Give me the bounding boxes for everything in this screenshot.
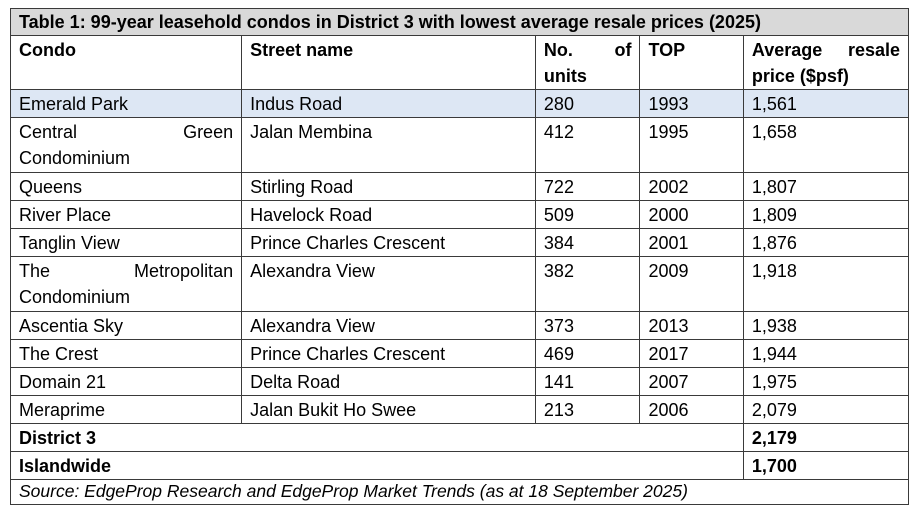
table-container: Table 1: 99-year leasehold condos in Dis… bbox=[9, 8, 910, 505]
cell-street: Prince Charles Crescent bbox=[241, 339, 536, 368]
cell-street: Alexandra View bbox=[241, 256, 536, 312]
summary-row-district-3: District 3 2,179 bbox=[10, 423, 910, 452]
header-units-word-1: No. bbox=[543, 40, 573, 60]
header-units-word-3: units bbox=[543, 66, 587, 86]
header-street-name: Street name bbox=[241, 35, 536, 90]
cell-units: 509 bbox=[534, 200, 641, 229]
summary-row-islandwide: Islandwide 1,700 bbox=[10, 451, 910, 480]
cell-units: 722 bbox=[534, 172, 641, 201]
table-row: Emerald Park Indus Road 280 1993 1,561 bbox=[9, 89, 910, 118]
cell-top: 2017 bbox=[639, 339, 744, 368]
summary-price: 2,179 bbox=[742, 423, 910, 452]
cell-units: 213 bbox=[534, 395, 641, 424]
header-price-word-2: resale bbox=[847, 40, 900, 60]
cell-condo: Meraprime bbox=[9, 395, 243, 424]
cell-street: Stirling Road bbox=[241, 172, 536, 201]
cell-street: Alexandra View bbox=[241, 311, 536, 340]
cell-price: 1,561 bbox=[742, 89, 910, 118]
cell-units: 280 bbox=[534, 89, 641, 118]
cell-top: 2006 bbox=[639, 395, 744, 424]
cell-condo: Emerald Park bbox=[9, 89, 243, 118]
cell-top: 2007 bbox=[639, 367, 744, 396]
table-title: Table 1: 99-year leasehold condos in Dis… bbox=[10, 8, 909, 36]
cell-top: 2013 bbox=[639, 311, 744, 340]
cell-price: 1,975 bbox=[742, 367, 910, 396]
cell-street: Havelock Road bbox=[241, 200, 536, 229]
table-title-row: Table 1: 99-year leasehold condos in Dis… bbox=[10, 8, 909, 36]
cell-units: 412 bbox=[534, 117, 641, 173]
table-row: Ascentia Sky Alexandra View 373 2013 1,9… bbox=[9, 311, 910, 340]
table-row: Central Green Condominium Jalan Membina 4… bbox=[9, 117, 910, 173]
table-row: Meraprime Jalan Bukit Ho Swee 213 2006 2… bbox=[9, 395, 910, 424]
cell-condo-word-3: Condominium bbox=[19, 148, 131, 168]
table-row: River Place Havelock Road 509 2000 1,809 bbox=[9, 200, 910, 229]
cell-condo: Ascentia Sky bbox=[9, 311, 243, 340]
header-top: TOP bbox=[639, 35, 744, 90]
header-average-resale-price: Average resale price ($psf) bbox=[742, 35, 910, 90]
table-row: The Crest Prince Charles Crescent 469 20… bbox=[9, 339, 910, 368]
cell-top: 2002 bbox=[639, 172, 744, 201]
table-row: Domain 21 Delta Road 141 2007 1,975 bbox=[9, 367, 910, 396]
header-condo: Condo bbox=[9, 35, 243, 90]
cell-top: 1993 bbox=[639, 89, 744, 118]
cell-units: 373 bbox=[534, 311, 641, 340]
cell-street: Indus Road bbox=[241, 89, 536, 118]
cell-condo: Central Green Condominium bbox=[9, 117, 243, 173]
summary-label: District 3 bbox=[10, 423, 744, 452]
cell-price: 1,658 bbox=[742, 117, 910, 173]
cell-price: 1,876 bbox=[742, 228, 910, 257]
cell-street: Prince Charles Crescent bbox=[241, 228, 536, 257]
cell-street: Jalan Bukit Ho Swee bbox=[241, 395, 536, 424]
cell-price: 1,809 bbox=[742, 200, 910, 229]
cell-condo-word-2: Metropolitan bbox=[134, 261, 234, 281]
cell-price: 1,918 bbox=[742, 256, 910, 312]
table-row: Tanglin View Prince Charles Crescent 384… bbox=[9, 228, 910, 257]
cell-units: 384 bbox=[534, 228, 641, 257]
cell-price: 1,807 bbox=[742, 172, 910, 201]
cell-top: 2009 bbox=[639, 256, 744, 312]
cell-price: 2,079 bbox=[742, 395, 910, 424]
cell-condo: Queens bbox=[9, 172, 243, 201]
header-price-word-3: price ($psf) bbox=[751, 66, 849, 86]
cell-top: 2001 bbox=[639, 228, 744, 257]
header-price-word-1: Average bbox=[751, 40, 823, 60]
cell-condo: River Place bbox=[9, 200, 243, 229]
summary-label: Islandwide bbox=[10, 451, 744, 480]
cell-condo: The Crest bbox=[9, 339, 243, 368]
cell-condo-word-3: Condominium bbox=[19, 287, 131, 307]
cell-units: 141 bbox=[534, 367, 641, 396]
source-row: Source: EdgeProp Research and EdgeProp M… bbox=[10, 479, 909, 505]
header-units-word-2: of bbox=[614, 40, 632, 60]
table-row: Queens Stirling Road 722 2002 1,807 bbox=[9, 172, 910, 201]
cell-price: 1,944 bbox=[742, 339, 910, 368]
cell-condo: Tanglin View bbox=[9, 228, 243, 257]
cell-condo-word-2: Green bbox=[183, 122, 234, 142]
cell-units: 469 bbox=[534, 339, 641, 368]
header-no-of-units: No. of units bbox=[534, 35, 641, 90]
cell-condo-word-1: Central bbox=[19, 122, 78, 142]
cell-top: 2000 bbox=[639, 200, 744, 229]
cell-units: 382 bbox=[534, 256, 641, 312]
cell-top: 1995 bbox=[639, 117, 744, 173]
cell-price: 1,938 bbox=[742, 311, 910, 340]
cell-condo: Domain 21 bbox=[9, 367, 243, 396]
cell-condo-word-1: The bbox=[19, 261, 51, 281]
cell-street: Delta Road bbox=[241, 367, 536, 396]
cell-street: Jalan Membina bbox=[241, 117, 536, 173]
source-note: Source: EdgeProp Research and EdgeProp M… bbox=[10, 479, 909, 505]
condo-price-table: Table 1: 99-year leasehold condos in Dis… bbox=[9, 8, 910, 505]
summary-price: 1,700 bbox=[742, 451, 910, 480]
cell-condo: The Metropolitan Condominium bbox=[9, 256, 243, 312]
table-row: The Metropolitan Condominium Alexandra Vi… bbox=[9, 256, 910, 312]
header-row: Condo Street name No. of units TOP Averag… bbox=[9, 35, 910, 90]
